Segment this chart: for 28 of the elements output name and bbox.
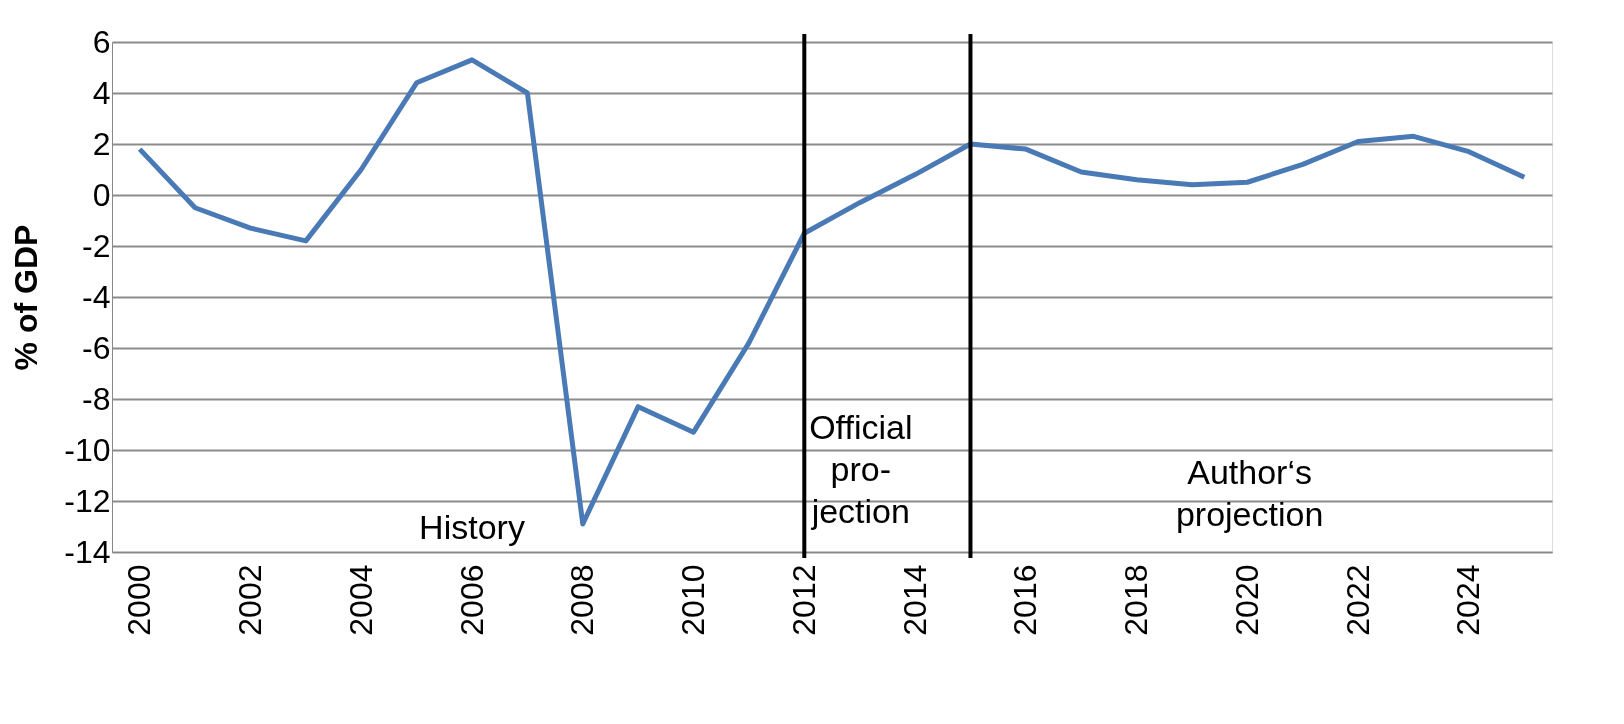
y-tick-label: 2 <box>92 125 111 162</box>
x-tick-label: 2012 <box>785 564 822 636</box>
x-tick-label: 2010 <box>675 564 712 636</box>
annotation: History <box>419 508 525 546</box>
y-tick-label: -12 <box>64 482 111 519</box>
x-tick-label: 2014 <box>896 564 933 636</box>
x-tick-label: 2000 <box>121 564 158 636</box>
x-tick-label: 2016 <box>1007 564 1044 636</box>
y-tick-label: -4 <box>82 278 111 315</box>
annotation: Official pro- jection <box>809 408 913 530</box>
x-tick-label: 2004 <box>342 564 379 636</box>
x-tick-label: 2008 <box>564 564 601 636</box>
y-tick-label: -2 <box>82 227 111 264</box>
annotation: Author‘s projection <box>1175 453 1324 533</box>
x-tick-label: 2020 <box>1228 564 1265 636</box>
x-tick-label: 2018 <box>1118 564 1155 636</box>
y-tick-label: 4 <box>92 74 111 111</box>
y-tick-label: -6 <box>82 329 111 366</box>
x-tick-label: 2002 <box>231 564 268 636</box>
y-axis-title: % of GDP <box>8 224 45 371</box>
y-tick-label: 6 <box>92 23 111 60</box>
x-tick-label: 2006 <box>453 564 490 636</box>
y-tick-label: 0 <box>92 176 111 213</box>
y-tick-label: -10 <box>64 431 111 468</box>
x-tick-label: 2024 <box>1450 564 1487 636</box>
y-tick-label: -8 <box>82 380 111 417</box>
y-tick-label: -14 <box>64 533 111 570</box>
x-tick-label: 2022 <box>1339 564 1376 636</box>
